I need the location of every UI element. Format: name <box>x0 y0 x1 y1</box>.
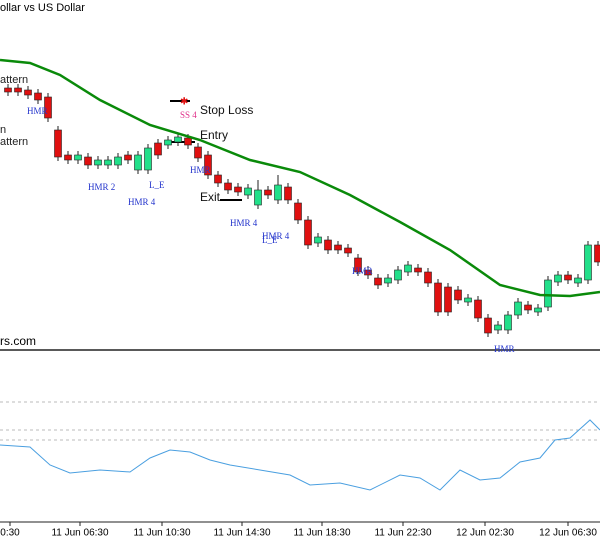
candle-body <box>244 187 252 196</box>
candle-body <box>374 277 382 286</box>
candle-body <box>364 269 372 276</box>
candle-body <box>474 299 482 319</box>
x-tick-label: 0:30 <box>0 528 20 539</box>
candle-body <box>574 277 582 284</box>
candle-body <box>584 244 592 281</box>
candle-body <box>184 137 192 146</box>
candle-body <box>94 159 102 166</box>
annotation: attern <box>0 136 28 148</box>
candle-body <box>224 182 232 191</box>
candle-body <box>194 146 202 159</box>
watermark: rs.com <box>0 334 36 348</box>
candle-body <box>164 139 172 146</box>
candle-body <box>44 96 52 119</box>
annotation: HMR <box>494 344 515 354</box>
annotation: HMR 4 <box>230 218 258 228</box>
candle-body <box>404 264 412 273</box>
candle-body <box>264 189 272 196</box>
annotation: Entry <box>200 128 228 142</box>
candle-body <box>284 186 292 201</box>
annotation: HMR 4 <box>262 231 290 241</box>
candle-body <box>544 279 552 308</box>
annotation: HMR 4 <box>128 197 156 207</box>
candle-body <box>534 307 542 313</box>
candle-body <box>114 156 122 166</box>
x-tick-label: 11 Jun 22:30 <box>374 528 432 539</box>
candle-body <box>254 189 262 206</box>
candle-body <box>484 317 492 334</box>
candle-body <box>434 282 442 313</box>
candle-body <box>304 219 312 246</box>
annotation: L_E <box>149 180 165 190</box>
candle-body <box>594 244 600 263</box>
x-tick-label: 11 Jun 06:30 <box>51 528 109 539</box>
candle-body <box>564 274 572 281</box>
x-tick-label: 11 Jun 14:30 <box>213 528 271 539</box>
indicator-line <box>0 419 600 491</box>
candle-body <box>334 244 342 251</box>
candle-body <box>234 186 242 193</box>
x-tick-label: 11 Jun 18:30 <box>293 528 351 539</box>
candle-body <box>454 289 462 301</box>
candle-body <box>274 184 282 201</box>
annotation: SS 4 <box>180 110 197 120</box>
annotation: Stop Loss <box>200 103 253 117</box>
candle-body <box>64 154 72 161</box>
candle-body <box>494 324 502 331</box>
candle-body <box>14 87 22 93</box>
candle-body <box>104 159 112 166</box>
candle-body <box>294 202 302 221</box>
marker: ✱ <box>180 97 188 108</box>
candle-body <box>504 314 512 331</box>
annotation: HMR 2 <box>88 182 115 192</box>
x-tick-label: 12 Jun 02:30 <box>456 528 514 539</box>
candle-body <box>174 136 182 143</box>
moving-average <box>0 58 600 298</box>
annotation: HMR <box>190 165 211 175</box>
candle-body <box>464 297 472 303</box>
candle-body <box>214 174 222 184</box>
annotation: HMR <box>352 266 373 276</box>
candle-body <box>354 257 362 273</box>
annotation: n <box>0 124 6 136</box>
candle-body <box>394 269 402 281</box>
candle-body <box>554 274 562 283</box>
candle-body <box>514 301 522 316</box>
annotation: Exit <box>200 190 221 204</box>
candle-body <box>154 142 162 156</box>
candle-body <box>414 267 422 273</box>
candle-body <box>324 239 332 251</box>
candle-body <box>124 154 132 161</box>
candle-body <box>84 156 92 166</box>
candle-body <box>524 304 532 311</box>
candle-body <box>74 154 82 161</box>
candle-body <box>384 277 392 284</box>
annotation: L_E <box>262 235 278 245</box>
candle-body <box>204 154 212 176</box>
annotation: attern <box>0 74 28 86</box>
chart-title: ollar vs US Dollar <box>0 2 85 14</box>
candle-body <box>24 89 32 96</box>
x-tick-label: 12 Jun 06:30 <box>539 528 597 539</box>
x-tick-label: 11 Jun 10:30 <box>133 528 191 539</box>
candle-body <box>144 147 152 171</box>
candle-body <box>4 87 12 93</box>
candle-body <box>34 92 42 101</box>
annotation: HMR <box>27 106 48 116</box>
candle-body <box>134 154 142 171</box>
candle-body <box>424 271 432 284</box>
candle-body <box>444 286 452 313</box>
candle-body <box>344 247 352 254</box>
candle-body <box>314 236 322 244</box>
candle-body <box>54 129 62 158</box>
